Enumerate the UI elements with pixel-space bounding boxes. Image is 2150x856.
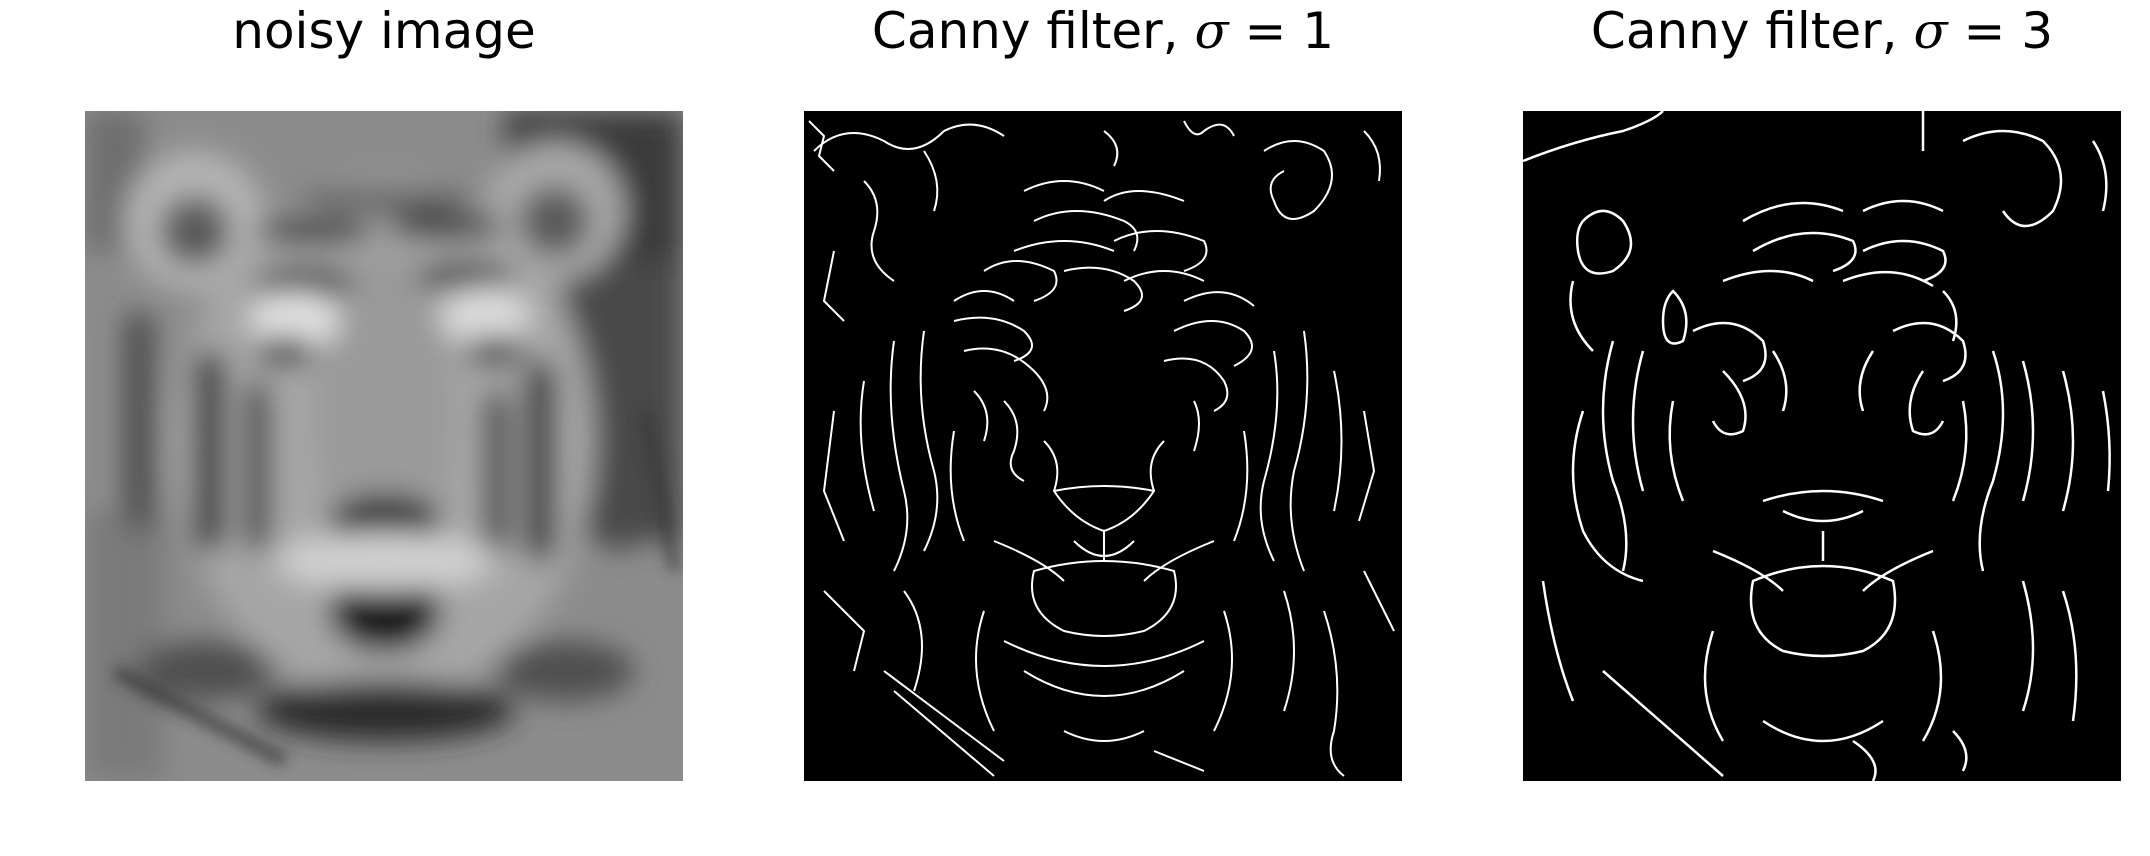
sigma-symbol: σ	[1194, 2, 1229, 60]
canny-sigma-3-image	[1523, 111, 2121, 781]
panel-title: Canny filter, σ = 1	[724, 0, 1482, 62]
title-value: = 1	[1228, 2, 1335, 60]
title-text: Canny filter,	[871, 2, 1195, 60]
noisy-tiger-image	[85, 111, 683, 781]
noisy-tiger-photo	[85, 111, 683, 781]
title-text: Canny filter,	[1590, 2, 1914, 60]
panel-title: noisy image	[5, 0, 763, 62]
panel-canny-sigma-1: Canny filter, σ = 1	[804, 0, 1402, 856]
panel-noisy-image: noisy image	[85, 0, 683, 856]
canny-edge-map-sigma-1	[804, 111, 1402, 781]
panel-title: Canny filter, σ = 3	[1443, 0, 2150, 62]
sigma-symbol: σ	[1913, 2, 1948, 60]
panel-canny-sigma-3: Canny filter, σ = 3	[1523, 0, 2121, 856]
title-value: = 3	[1947, 2, 2054, 60]
canny-sigma-1-image	[804, 111, 1402, 781]
title-text: noisy image	[232, 2, 536, 60]
canny-edge-map-sigma-3	[1523, 111, 2121, 781]
